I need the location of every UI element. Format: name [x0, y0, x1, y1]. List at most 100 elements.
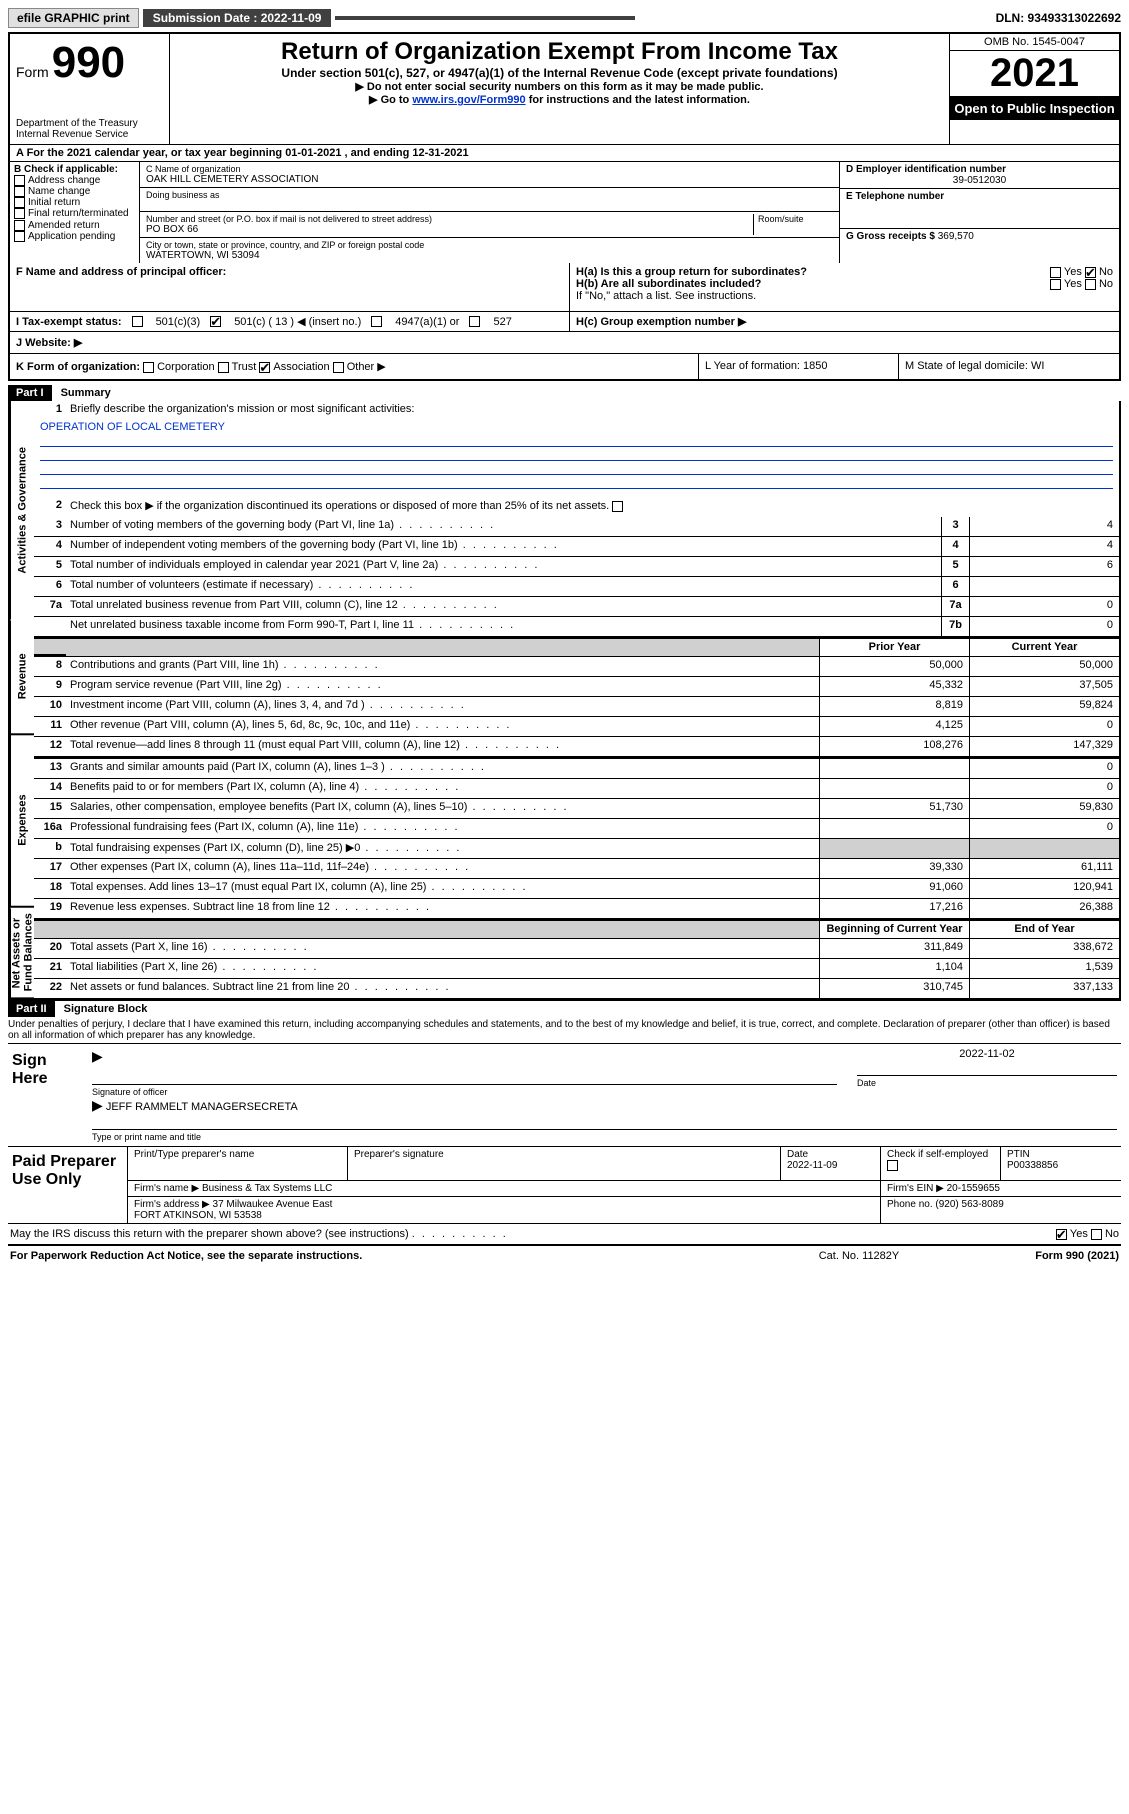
paid-preparer: Paid Preparer Use Only: [8, 1147, 128, 1223]
form-word: Form: [16, 64, 49, 80]
irs-yes[interactable]: [1056, 1229, 1067, 1240]
summary-line: 14Benefits paid to or for members (Part …: [34, 779, 1119, 799]
firm-addr2: FORT ATKINSON, WI 53538: [134, 1210, 874, 1221]
summary-line: 17Other expenses (Part IX, column (A), l…: [34, 859, 1119, 879]
mission: OPERATION OF LOCAL CEMETERY: [34, 421, 1119, 433]
year-formation: L Year of formation: 1850: [699, 354, 899, 379]
summary-line: 5Total number of individuals employed in…: [34, 557, 1119, 577]
chk-initial[interactable]: [14, 197, 25, 208]
summary-line: bTotal fundraising expenses (Part IX, co…: [34, 839, 1119, 859]
state-domicile: M State of legal domicile: WI: [899, 354, 1119, 379]
summary-line: Net unrelated business taxable income fr…: [34, 617, 1119, 637]
h-b: H(b) Are all subordinates included? Yes …: [576, 278, 1113, 290]
chk-discontinued[interactable]: [612, 501, 623, 512]
chk-corp[interactable]: [143, 362, 154, 373]
ein: 39-0512030: [846, 175, 1113, 186]
block-bcde: B Check if applicable: Address change Na…: [8, 162, 1121, 263]
summary-line: 15Salaries, other compensation, employee…: [34, 799, 1119, 819]
irs: Internal Revenue Service: [16, 129, 163, 140]
efile-btn[interactable]: efile GRAPHIC print: [8, 8, 139, 28]
row-klm: K Form of organization: Corporation Trus…: [8, 354, 1121, 381]
col-begin: Beginning of Current Year: [819, 921, 969, 938]
irs-link[interactable]: www.irs.gov/Form990: [412, 94, 525, 106]
h-a: H(a) Is this a group return for subordin…: [576, 266, 1113, 278]
chk-name[interactable]: [14, 186, 25, 197]
topbar-bar: [335, 16, 635, 20]
firm-ein: 20-1559655: [947, 1183, 1000, 1194]
col-de: D Employer identification number 39-0512…: [839, 162, 1119, 263]
row-i: I Tax-exempt status: 501(c)(3) 501(c) ( …: [8, 312, 1121, 332]
may-irs: May the IRS discuss this return with the…: [10, 1228, 409, 1240]
summary-line: 16aProfessional fundraising fees (Part I…: [34, 819, 1119, 839]
city: WATERTOWN, WI 53094: [146, 250, 833, 261]
officer-name: JEFF RAMMELT MANAGERSECRETA: [106, 1101, 298, 1113]
dln: DLN: 93493313022692: [996, 11, 1121, 25]
summary-line: 4Number of independent voting members of…: [34, 537, 1119, 557]
chk-pending[interactable]: [14, 231, 25, 242]
chk-amended[interactable]: [14, 220, 25, 231]
side-net: Net Assets or Fund Balances: [10, 908, 34, 999]
col-b: B Check if applicable: Address change Na…: [10, 162, 140, 263]
summary-line: 18Total expenses. Add lines 13–17 (must …: [34, 879, 1119, 899]
col-current: Current Year: [969, 639, 1119, 656]
hb-note: If "No," attach a list. See instructions…: [576, 290, 1113, 302]
form-title: Return of Organization Exempt From Incom…: [176, 38, 943, 66]
hb-yes[interactable]: [1050, 279, 1061, 290]
summary-line: 10Investment income (Part VIII, column (…: [34, 697, 1119, 717]
chk-501c3[interactable]: [132, 316, 143, 327]
topbar: efile GRAPHIC print Submission Date : 20…: [8, 8, 1121, 28]
summary-line: 9Program service revenue (Part VIII, lin…: [34, 677, 1119, 697]
prep-date: 2022-11-09: [787, 1160, 874, 1171]
summary-line: 8Contributions and grants (Part VIII, li…: [34, 657, 1119, 677]
sig-block: Sign Here ▶ Signature of officer 2022-11…: [8, 1043, 1121, 1246]
row-j: J Website: ▶: [8, 332, 1121, 354]
org-name: OAK HILL CEMETERY ASSOCIATION: [146, 174, 833, 185]
summary-line: 22Net assets or fund balances. Subtract …: [34, 979, 1119, 999]
chk-final[interactable]: [14, 208, 25, 219]
chk-address[interactable]: [14, 175, 25, 186]
addr: PO BOX 66: [146, 224, 753, 235]
side-rev: Revenue: [10, 620, 34, 735]
row-a: A For the 2021 calendar year, or tax yea…: [8, 144, 1121, 162]
chk-self-emp[interactable]: [887, 1160, 898, 1171]
summary-line: 20Total assets (Part X, line 16)311,8493…: [34, 939, 1119, 959]
chk-4947[interactable]: [371, 316, 382, 327]
col-end: End of Year: [969, 921, 1119, 938]
instr-2: ▶ Go to www.irs.gov/Form990 for instruct…: [176, 93, 943, 106]
part1-header: Part I Summary: [8, 385, 1121, 401]
summary-line: 11Other revenue (Part VIII, column (A), …: [34, 717, 1119, 737]
dept: Department of the Treasury: [16, 118, 163, 129]
form-subtitle: Under section 501(c), 527, or 4947(a)(1)…: [176, 66, 943, 80]
summary-line: 7aTotal unrelated business revenue from …: [34, 597, 1119, 617]
part2-header: Part II Signature Block: [8, 1001, 1121, 1017]
open-public: Open to Public Inspection: [950, 97, 1119, 120]
chk-527[interactable]: [469, 316, 480, 327]
summary-line: 21Total liabilities (Part X, line 26)1,1…: [34, 959, 1119, 979]
ptin: P00338856: [1007, 1160, 1115, 1171]
tax-year: 2021: [950, 51, 1119, 97]
sign-here: Sign Here: [8, 1044, 88, 1146]
summary-line: 13Grants and similar amounts paid (Part …: [34, 759, 1119, 779]
part1-body: Activities & Governance Revenue Expenses…: [8, 401, 1121, 1001]
hb-no[interactable]: [1085, 279, 1096, 290]
firm-name: Business & Tax Systems LLC: [202, 1183, 332, 1194]
summary-line: 6Total number of volunteers (estimate if…: [34, 577, 1119, 597]
ha-yes[interactable]: [1050, 267, 1061, 278]
h-c: H(c) Group exemption number ▶: [576, 316, 746, 328]
footer: For Paperwork Reduction Act Notice, see …: [8, 1246, 1121, 1266]
chk-other[interactable]: [333, 362, 344, 373]
gross-receipts: 369,570: [938, 231, 974, 242]
ha-no[interactable]: [1085, 267, 1096, 278]
sig-date: 2022-11-02: [857, 1048, 1117, 1060]
chk-501c[interactable]: [210, 316, 221, 327]
penalty-text: Under penalties of perjury, I declare th…: [8, 1017, 1121, 1043]
summary-line: 19Revenue less expenses. Subtract line 1…: [34, 899, 1119, 919]
irs-no[interactable]: [1091, 1229, 1102, 1240]
omb: OMB No. 1545-0047: [950, 34, 1119, 51]
summary-line: 3Number of voting members of the governi…: [34, 517, 1119, 537]
form-number: 990: [52, 38, 125, 87]
form-header: Form 990 Department of the Treasury Inte…: [8, 32, 1121, 144]
chk-assoc[interactable]: [259, 362, 270, 373]
col-c: C Name of organization OAK HILL CEMETERY…: [140, 162, 839, 263]
chk-trust[interactable]: [218, 362, 229, 373]
